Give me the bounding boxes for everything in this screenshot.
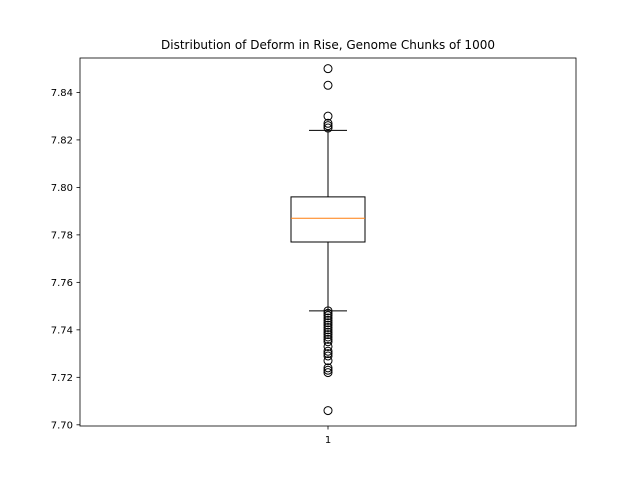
- y-tick-label: 7.74: [51, 325, 73, 336]
- y-tick-label: 7.76: [51, 278, 73, 289]
- outlier-point: [323, 80, 333, 90]
- outlier-point: [323, 334, 333, 344]
- outlier-point: [323, 118, 333, 128]
- plot-area: 7.70 7.72 7.74 7.76 7.78 7.80 7.82 7.84 1: [51, 57, 577, 446]
- outlier-point: [323, 311, 333, 321]
- outlier-point: [323, 356, 333, 366]
- outlier-point: [323, 306, 333, 316]
- outlier-point: [323, 330, 333, 340]
- outlier-point: [323, 325, 333, 335]
- axes-frame: [79, 57, 577, 427]
- outlier-point: [323, 351, 333, 361]
- outlier-point: [323, 349, 333, 359]
- iqr-box: [290, 196, 366, 243]
- y-tick-label: 7.84: [51, 88, 73, 99]
- y-tick-label: 7.78: [51, 230, 73, 241]
- outlier-point: [323, 327, 333, 337]
- outlier-point: [323, 111, 333, 121]
- outlier-point: [323, 123, 333, 133]
- outlier-point: [323, 363, 333, 373]
- outlier-point: [323, 332, 333, 342]
- outlier-point: [323, 346, 333, 356]
- y-tick-label: 7.72: [51, 373, 73, 384]
- x-tick-label: 1: [325, 435, 331, 446]
- y-tick-label: 7.70: [51, 420, 73, 431]
- y-tick-label: 7.82: [51, 136, 73, 147]
- outlier-point: [323, 322, 333, 332]
- outlier-point: [323, 341, 333, 351]
- outlier-point: [323, 313, 333, 323]
- outlier-point: [323, 318, 333, 328]
- outlier-point: [323, 406, 333, 416]
- outlier-point: [323, 64, 333, 74]
- outlier-point: [323, 320, 333, 330]
- outlier-point: [323, 315, 333, 325]
- outlier-point: [323, 121, 333, 131]
- outlier-point: [323, 308, 333, 318]
- outlier-point: [323, 368, 333, 378]
- y-tick-label: 7.80: [51, 183, 73, 194]
- outlier-point: [323, 337, 333, 347]
- outlier-point: [323, 365, 333, 375]
- chart-title: Distribution of Deform in Rise, Genome C…: [161, 38, 495, 52]
